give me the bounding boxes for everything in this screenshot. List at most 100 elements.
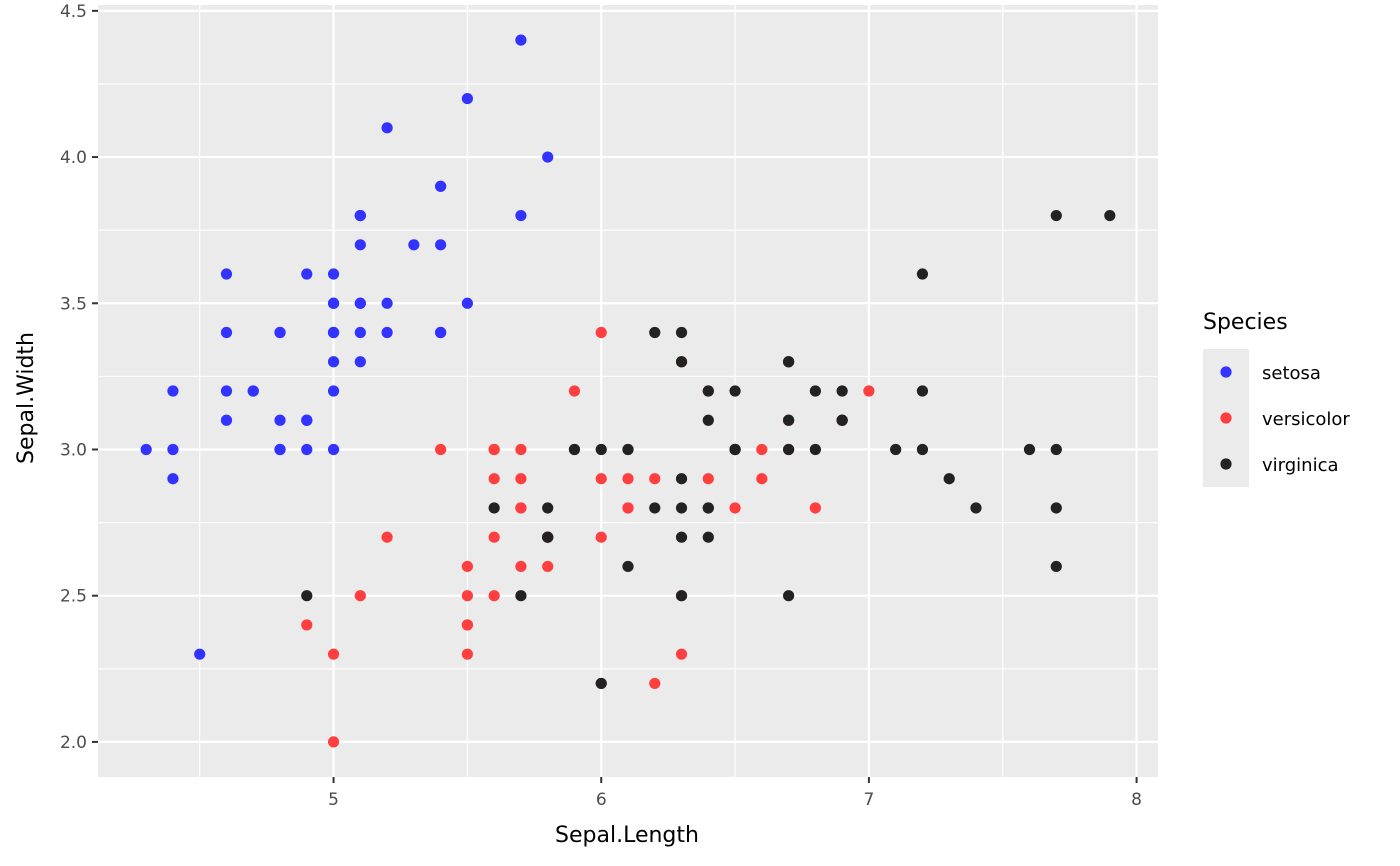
data-point-virginica xyxy=(675,502,688,514)
y-axis-title: Sepal.Width xyxy=(14,332,39,464)
y-tick-label: 4.0 xyxy=(60,148,87,168)
legend-key-virginica xyxy=(1220,458,1232,470)
data-point-versicolor xyxy=(381,531,393,543)
data-point-versicolor xyxy=(809,502,821,514)
data-point-setosa xyxy=(327,297,340,309)
data-point-setosa xyxy=(461,92,473,105)
data-point-virginica xyxy=(916,385,929,397)
data-point-setosa xyxy=(274,326,286,339)
data-point-versicolor xyxy=(461,590,473,602)
data-point-versicolor xyxy=(595,473,607,485)
data-point-virginica xyxy=(1050,443,1062,456)
legend: Species setosa versicolor virginica xyxy=(1203,310,1350,487)
data-point-setosa xyxy=(327,385,340,397)
data-point-versicolor xyxy=(488,473,500,485)
plot-panel xyxy=(98,5,1158,777)
data-point-virginica xyxy=(783,590,795,602)
data-point-virginica xyxy=(649,326,661,339)
data-point-versicolor xyxy=(301,619,313,631)
data-point-setosa xyxy=(247,385,259,397)
legend-label-setosa: setosa xyxy=(1262,363,1321,384)
data-point-setosa xyxy=(354,356,366,368)
data-point-versicolor xyxy=(649,473,661,485)
x-tick-label: 6 xyxy=(596,790,607,810)
data-point-setosa xyxy=(435,180,447,192)
data-point-virginica xyxy=(1050,560,1062,573)
data-point-setosa xyxy=(220,385,233,397)
data-point-versicolor xyxy=(675,648,688,660)
data-point-virginica xyxy=(943,473,955,485)
data-point-setosa xyxy=(381,297,393,309)
data-point-setosa xyxy=(354,326,366,339)
legend-key-versicolor xyxy=(1220,412,1232,424)
data-point-virginica xyxy=(568,443,581,456)
data-point-virginica xyxy=(783,356,795,368)
data-point-versicolor xyxy=(595,531,607,543)
data-point-versicolor xyxy=(515,443,527,456)
data-point-versicolor xyxy=(488,531,500,543)
y-tick-label: 3.0 xyxy=(60,440,87,460)
legend-label-versicolor: versicolor xyxy=(1262,409,1350,430)
x-axis-title: Sepal.Length xyxy=(555,823,699,848)
y-axis: 2.0 2.5 3.0 3.5 4.0 4.5 xyxy=(60,2,98,753)
data-point-setosa xyxy=(435,326,447,339)
x-axis: 5 6 7 8 xyxy=(328,777,1142,810)
data-point-versicolor xyxy=(622,502,634,514)
data-point-versicolor xyxy=(435,443,447,456)
data-point-versicolor xyxy=(354,590,366,602)
data-point-versicolor xyxy=(461,619,473,631)
data-point-setosa xyxy=(435,239,447,251)
data-point-versicolor xyxy=(756,473,768,485)
data-point-setosa xyxy=(327,268,340,280)
data-point-setosa xyxy=(381,326,393,339)
data-point-versicolor xyxy=(515,473,527,485)
data-point-versicolor xyxy=(461,648,473,660)
data-point-virginica xyxy=(702,502,714,514)
data-point-setosa xyxy=(381,122,393,134)
data-point-setosa xyxy=(167,443,179,456)
data-point-setosa xyxy=(542,151,554,163)
data-point-versicolor xyxy=(595,326,607,339)
data-point-virginica xyxy=(595,443,607,456)
data-point-versicolor xyxy=(515,502,527,514)
data-point-setosa xyxy=(167,473,179,485)
x-tick-label: 7 xyxy=(863,790,874,810)
data-point-setosa xyxy=(274,443,286,456)
data-point-virginica xyxy=(702,531,714,543)
data-point-virginica xyxy=(970,502,982,514)
data-point-versicolor xyxy=(327,648,340,660)
data-point-setosa xyxy=(354,209,366,222)
data-point-virginica xyxy=(542,531,554,543)
data-point-virginica xyxy=(1023,443,1036,456)
data-point-virginica xyxy=(836,414,848,426)
data-point-virginica xyxy=(702,414,714,426)
data-point-virginica xyxy=(1104,209,1116,222)
x-tick-label: 8 xyxy=(1131,790,1142,810)
data-point-versicolor xyxy=(863,385,875,397)
data-point-virginica xyxy=(809,443,821,456)
data-point-setosa xyxy=(327,326,340,339)
data-point-setosa xyxy=(220,268,233,280)
data-point-virginica xyxy=(916,268,929,280)
data-point-setosa xyxy=(354,297,366,309)
data-point-versicolor xyxy=(488,443,500,456)
data-point-virginica xyxy=(809,385,821,397)
data-point-setosa xyxy=(301,414,313,426)
x-tick-label: 5 xyxy=(328,790,339,810)
y-tick-label: 4.5 xyxy=(60,2,87,22)
data-point-virginica xyxy=(1050,502,1062,514)
data-point-virginica xyxy=(595,677,607,690)
data-point-virginica xyxy=(675,473,688,485)
legend-label-virginica: virginica xyxy=(1262,455,1339,476)
y-tick-label: 3.5 xyxy=(60,294,87,314)
data-point-setosa xyxy=(327,356,340,368)
data-point-virginica xyxy=(622,443,634,456)
data-point-virginica xyxy=(488,502,500,514)
data-point-virginica xyxy=(836,385,848,397)
data-point-versicolor xyxy=(622,473,634,485)
data-point-setosa xyxy=(220,326,233,339)
data-point-virginica xyxy=(622,560,634,573)
legend-title: Species xyxy=(1203,310,1288,335)
data-point-virginica xyxy=(542,502,554,514)
